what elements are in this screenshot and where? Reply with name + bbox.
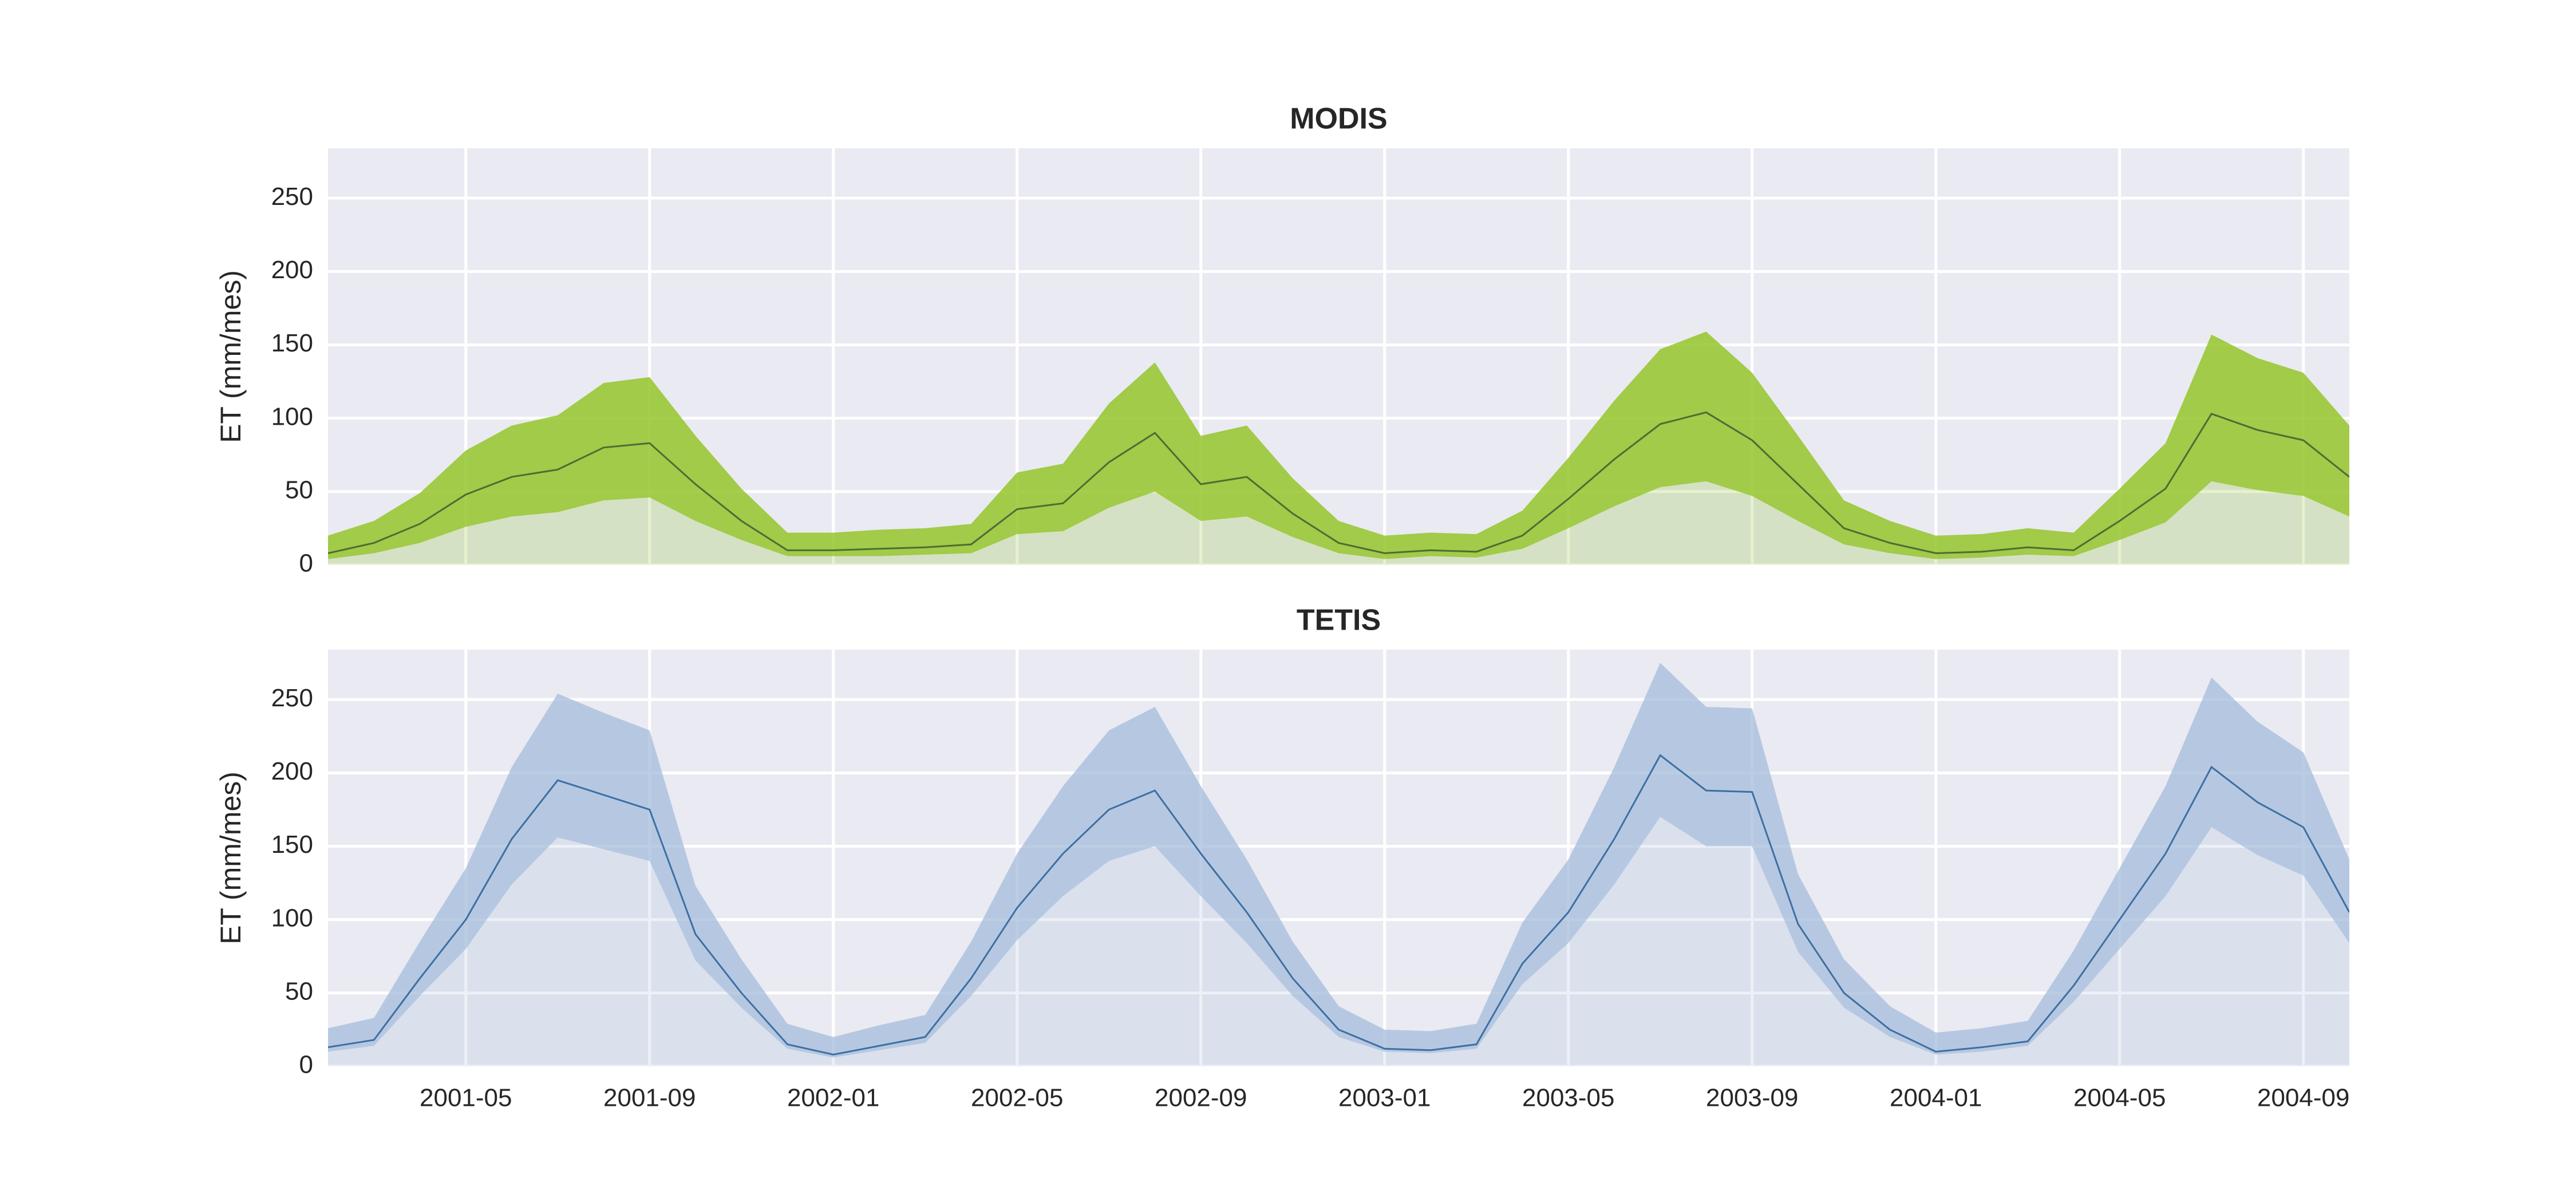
- mean-line: [328, 754, 2349, 1056]
- mean-line: [328, 411, 2349, 555]
- y-axis-label: ET (mm/mes): [215, 772, 247, 944]
- chart-title: TETIS: [1297, 604, 1381, 637]
- y-tick-label: 200: [271, 256, 313, 284]
- y-tick-label: 100: [271, 904, 313, 932]
- x-tick-label: 2002-01: [787, 1084, 879, 1112]
- chart-title: MODIS: [1290, 102, 1387, 136]
- y-tick-label: 250: [271, 183, 313, 211]
- x-tick-label: 2001-09: [603, 1084, 696, 1112]
- y-tick-label: 0: [299, 1051, 313, 1079]
- envelope: [328, 331, 2349, 559]
- x-tick-label: 2004-09: [2257, 1084, 2349, 1112]
- y-tick-label: 250: [271, 684, 313, 712]
- x-tick-label: 2003-01: [1338, 1084, 1431, 1112]
- plot: [328, 663, 2349, 1066]
- x-tick-label: 2003-05: [1522, 1084, 1614, 1112]
- plot: [328, 331, 2349, 565]
- y-tick-label: 50: [285, 977, 313, 1005]
- y-tick-label: 100: [271, 402, 313, 430]
- x-tick-label: 2002-09: [1155, 1084, 1247, 1112]
- y-tick-label: 150: [271, 329, 313, 357]
- x-tick-label: 2002-05: [971, 1084, 1063, 1112]
- y-tick-label: 50: [285, 476, 313, 504]
- y-tick-label: 200: [271, 757, 313, 785]
- x-tick-label: 2004-01: [1890, 1084, 1982, 1112]
- y-tick-label: 150: [271, 831, 313, 859]
- x-tick-label: 2003-09: [1706, 1084, 1798, 1112]
- x-tick-label: 2004-05: [2073, 1084, 2166, 1112]
- y-axis-label: ET (mm/mes): [215, 270, 247, 443]
- x-tick-label: 2001-05: [420, 1084, 512, 1112]
- y-tick-label: 0: [299, 549, 313, 578]
